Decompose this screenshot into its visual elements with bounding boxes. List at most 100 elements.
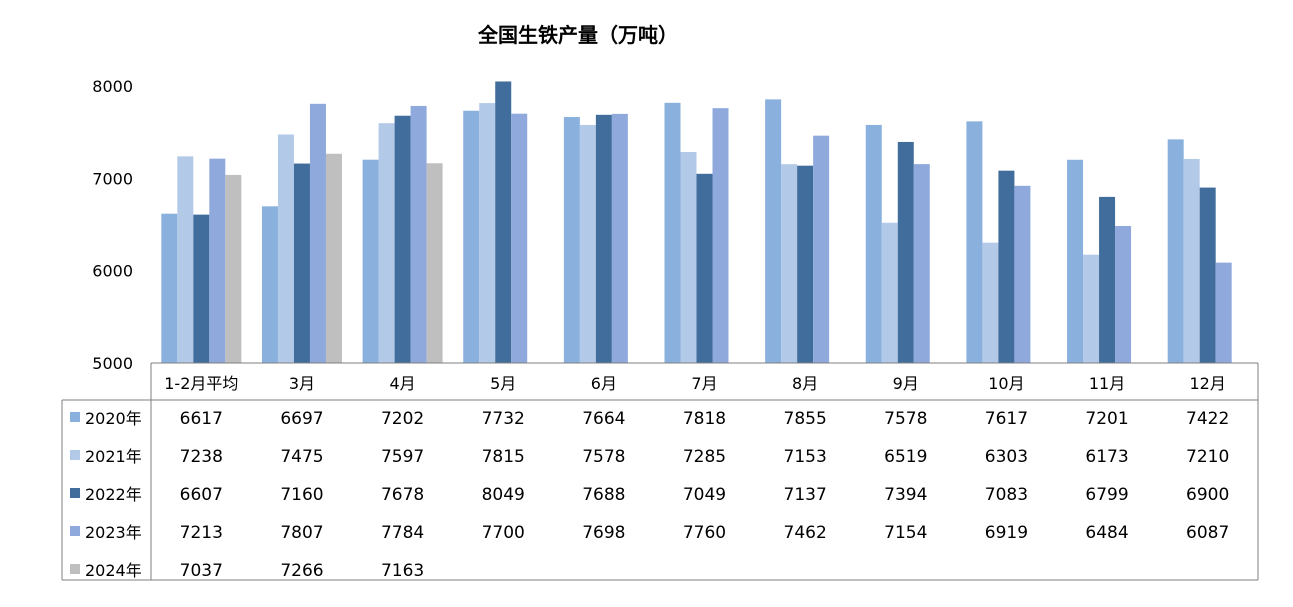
data-label: 7664 [582, 409, 625, 429]
bar [394, 115, 411, 364]
bar [680, 152, 697, 363]
bar [881, 222, 898, 363]
category-label: 9月 [893, 374, 919, 393]
data-label: 7210 [1186, 447, 1229, 467]
data-label: 6173 [1085, 447, 1128, 467]
bar [712, 108, 729, 363]
data-label: 6607 [180, 485, 223, 505]
data-label: 7678 [381, 485, 424, 505]
bar [897, 141, 914, 363]
data-label: 7815 [482, 447, 525, 467]
data-label: 7462 [784, 523, 827, 543]
data-label: 6919 [985, 523, 1028, 543]
bar [161, 213, 178, 363]
bar [1083, 254, 1100, 363]
bar [998, 170, 1015, 363]
data-label: 7688 [582, 485, 625, 505]
y-tick-label: 5000 [92, 354, 133, 373]
bar [865, 124, 882, 364]
y-tick-label: 7000 [92, 169, 133, 188]
category-label: 1-2月平均 [164, 374, 238, 393]
data-label: 7855 [784, 409, 827, 429]
data-label: 7083 [985, 485, 1028, 505]
y-axis: 8000 7000 6000 5000 [92, 77, 133, 373]
category-label: 10月 [988, 374, 1024, 393]
data-label: 6484 [1085, 523, 1128, 543]
data-label: 7202 [381, 409, 424, 429]
bar [261, 206, 278, 363]
bar [277, 134, 294, 363]
data-label: 7617 [985, 409, 1028, 429]
data-label: 7201 [1085, 409, 1128, 429]
bar [209, 158, 226, 363]
data-label: 7238 [180, 447, 223, 467]
bar [696, 173, 713, 363]
data-label: 7807 [280, 523, 323, 543]
bar [1099, 196, 1116, 363]
bar [1215, 262, 1232, 363]
data-label: 7700 [482, 523, 525, 543]
y-tick-label: 6000 [92, 262, 133, 281]
data-label: 7160 [280, 485, 323, 505]
legend-swatch [70, 488, 80, 498]
bar [1199, 187, 1216, 363]
bar [611, 113, 628, 363]
bar [813, 135, 830, 363]
data-label: 7818 [683, 409, 726, 429]
bar [1014, 185, 1031, 363]
bar [563, 117, 580, 363]
chart-title: 全国生铁产量（万吨） [477, 23, 678, 47]
bar [325, 153, 342, 363]
data-label: 7698 [582, 523, 625, 543]
bar [765, 99, 782, 363]
bar [595, 114, 612, 363]
bar [913, 164, 930, 363]
bars [161, 81, 1232, 364]
legend-swatch [70, 564, 80, 574]
bar [193, 214, 210, 363]
category-label: 8月 [792, 374, 818, 393]
data-label: 7732 [482, 409, 525, 429]
legend-swatch [70, 526, 80, 536]
data-label: 6519 [884, 447, 927, 467]
category-label: 6月 [591, 374, 617, 393]
data-label: 6303 [985, 447, 1028, 467]
bar [479, 103, 496, 363]
legend-swatch [70, 450, 80, 460]
bar [982, 242, 999, 363]
data-label: 7784 [381, 523, 424, 543]
category-label: 7月 [691, 374, 717, 393]
bar [362, 159, 379, 363]
bar [495, 81, 512, 363]
bar [797, 165, 814, 363]
data-label: 7153 [784, 447, 827, 467]
data-label: 6087 [1186, 523, 1229, 543]
data-label: 6799 [1085, 485, 1128, 505]
legend-swatch [70, 412, 80, 422]
data-label: 7597 [381, 447, 424, 467]
bar [293, 163, 310, 363]
series-name: 2020年 [85, 409, 142, 428]
data-label: 7578 [884, 409, 927, 429]
data-label: 7285 [683, 447, 726, 467]
series-name: 2023年 [85, 523, 142, 542]
series-name: 2022年 [85, 485, 142, 504]
data-label: 7394 [884, 485, 927, 505]
data-label: 6900 [1186, 485, 1229, 505]
category-label: 4月 [389, 374, 415, 393]
bar [378, 123, 395, 364]
bar [1115, 225, 1132, 363]
category-label: 11月 [1089, 374, 1125, 393]
data-label: 7163 [381, 561, 424, 581]
bar [966, 121, 983, 363]
category-label: 5月 [490, 374, 516, 393]
bar [410, 105, 427, 363]
bar [1167, 139, 1184, 363]
bar [1067, 159, 1084, 363]
data-label: 7137 [784, 485, 827, 505]
bar [225, 174, 242, 363]
bar [781, 164, 798, 363]
series-name: 2021年 [85, 447, 142, 466]
bar [309, 103, 326, 363]
